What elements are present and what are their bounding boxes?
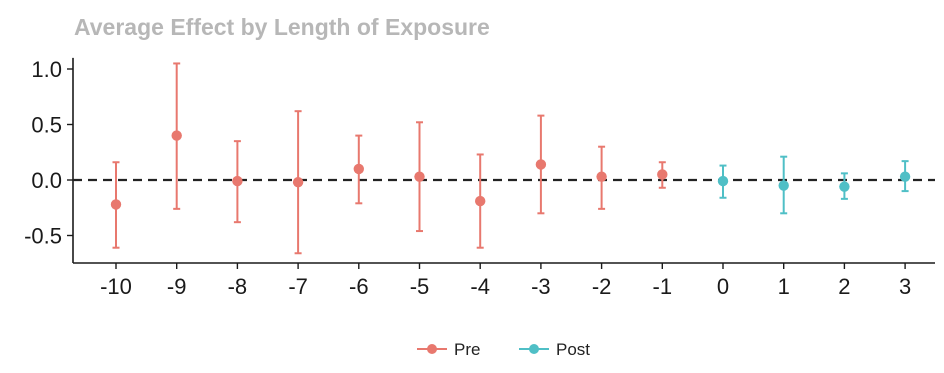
x-tick-label: 2 xyxy=(838,274,850,299)
x-tick-label: 3 xyxy=(899,274,911,299)
legend: Pre Post xyxy=(417,340,590,359)
y-tick-label: 0.5 xyxy=(31,113,62,138)
pre-point xyxy=(414,171,425,182)
x-tick-label: -5 xyxy=(410,274,430,299)
legend-post-label: Post xyxy=(556,340,590,359)
legend-post-marker xyxy=(529,344,539,354)
post-point xyxy=(899,171,911,182)
pre-point xyxy=(475,195,486,207)
y-tick-label: 0.0 xyxy=(31,168,62,193)
pre-point xyxy=(110,199,122,210)
pre-point xyxy=(292,177,304,188)
legend-pre-label: Pre xyxy=(454,340,480,359)
chart-title: Average Effect by Length of Exposure xyxy=(74,14,490,40)
x-tick-label: -2 xyxy=(592,274,612,299)
y-tick-label: -0.5 xyxy=(24,224,62,249)
post-point xyxy=(717,175,729,187)
x-tick-label: -7 xyxy=(288,274,308,299)
axes: 1.00.50.0-0.5-10 -9 -8 -7 -6 -5 -4 -3 -2 -1 0 1 2 3 xyxy=(24,57,935,299)
pre-point xyxy=(232,175,243,187)
x-tick-label: -3 xyxy=(531,274,551,299)
x-tick-label: -6 xyxy=(349,274,369,299)
pre-point xyxy=(657,169,668,180)
x-tick-label: 0 xyxy=(717,274,729,299)
post-point xyxy=(778,180,789,191)
x-tick-label: -10 xyxy=(100,274,132,299)
y-tick-label: 1.0 xyxy=(31,57,62,82)
x-tick-label: 1 xyxy=(778,274,790,299)
data-marks xyxy=(110,62,911,255)
x-tick-label: -4 xyxy=(470,274,490,299)
pre-point xyxy=(171,130,182,141)
legend-pre-marker xyxy=(427,344,437,354)
x-tick-label: -1 xyxy=(653,274,673,299)
pre-point xyxy=(596,171,607,182)
post-point xyxy=(839,181,850,192)
x-tick-label: -8 xyxy=(228,274,248,299)
x-tick-label: -9 xyxy=(167,274,187,299)
pre-point xyxy=(353,163,364,175)
pre-point xyxy=(535,159,547,170)
